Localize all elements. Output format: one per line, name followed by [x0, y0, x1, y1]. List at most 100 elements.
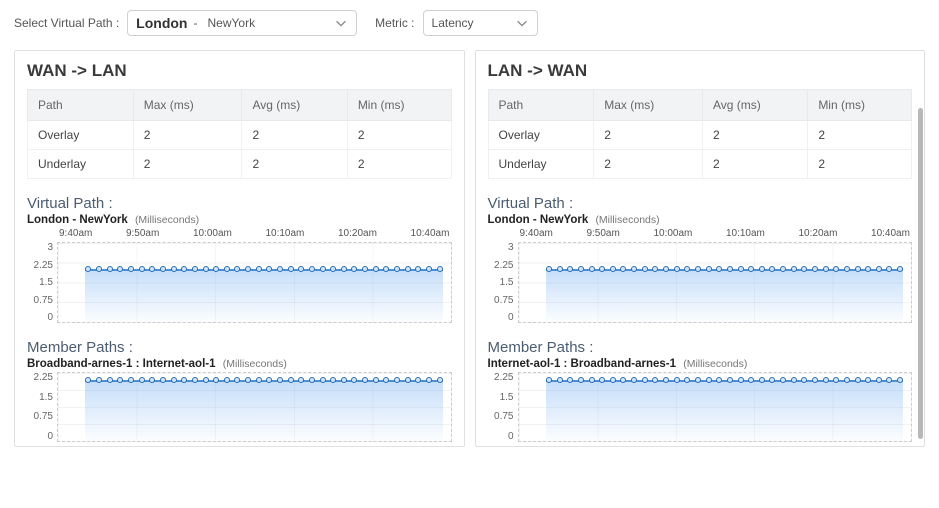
- series-marker: [277, 266, 283, 272]
- series-marker: [266, 266, 272, 272]
- series-marker: [727, 377, 733, 383]
- virtual-path-unit: (Milliseconds): [135, 214, 199, 226]
- x-tick: 10:10am: [726, 228, 765, 242]
- series-fill: [85, 380, 442, 441]
- x-tick: 9:40am: [520, 228, 553, 242]
- y-axis: 2.25 1.5 0.75 0: [27, 372, 57, 442]
- virtual-path-select[interactable]: London - NewYork: [127, 10, 357, 36]
- series-marker: [213, 266, 219, 272]
- series-marker: [578, 377, 584, 383]
- virtual-path-name: London - NewYork: [27, 214, 128, 226]
- series-marker: [876, 266, 882, 272]
- x-tick: 9:50am: [126, 228, 159, 242]
- series-marker: [181, 266, 187, 272]
- x-tick: 10:10am: [265, 228, 304, 242]
- series-marker: [383, 377, 389, 383]
- series-marker: [589, 266, 595, 272]
- member-path-sub: Internet-aol-1 : Broadband-arnes-1 (Mill…: [488, 358, 913, 370]
- cell: 2: [808, 150, 912, 179]
- series-marker: [610, 266, 616, 272]
- virtual-path-chart: 3 2.25 1.5 0.75 0 9:40am 9:50am 10:00am …: [27, 228, 452, 323]
- series-marker: [738, 377, 744, 383]
- col-path: Path: [28, 90, 134, 121]
- y-tick: 0: [508, 312, 514, 323]
- cell: 2: [347, 121, 451, 150]
- y-tick: 2.25: [494, 372, 513, 383]
- col-max: Max (ms): [594, 90, 703, 121]
- scrollbar[interactable]: [918, 108, 923, 439]
- virtual-path-unit: (Milliseconds): [595, 214, 659, 226]
- series-marker: [706, 266, 712, 272]
- series-marker: [96, 266, 102, 272]
- series-marker: [727, 266, 733, 272]
- metric-select[interactable]: Latency: [423, 10, 538, 36]
- metric-value: Latency: [432, 16, 515, 30]
- series-fill: [546, 269, 903, 322]
- member-path-name: Internet-aol-1 : Broadband-arnes-1: [488, 358, 677, 370]
- table-row: Overlay 2 2 2: [28, 121, 452, 150]
- x-tick: 10:20am: [799, 228, 838, 242]
- member-path-chart: 2.25 1.5 0.75 0: [27, 372, 452, 442]
- series-marker: [181, 377, 187, 383]
- series-marker: [823, 266, 829, 272]
- y-tick: 2.25: [494, 260, 513, 271]
- series-marker: [844, 377, 850, 383]
- y-tick: 0: [47, 431, 53, 442]
- series-marker: [695, 266, 701, 272]
- y-tick: 2.25: [34, 372, 53, 383]
- series-marker: [610, 377, 616, 383]
- y-tick: 0.75: [34, 411, 53, 422]
- plot-area[interactable]: [57, 372, 452, 442]
- col-min: Min (ms): [808, 90, 912, 121]
- series-marker: [663, 377, 669, 383]
- series-marker: [415, 377, 421, 383]
- series-marker: [663, 266, 669, 272]
- y-axis: 2.25 1.5 0.75 0: [488, 372, 518, 442]
- member-path-unit: (Milliseconds): [223, 358, 287, 370]
- series-marker: [128, 377, 134, 383]
- cell: 2: [133, 121, 242, 150]
- plot-area[interactable]: [518, 372, 913, 442]
- cell: 2: [594, 121, 703, 150]
- y-tick: 0.75: [34, 295, 53, 306]
- series-marker: [330, 377, 336, 383]
- table-row: Underlay 2 2 2: [28, 150, 452, 179]
- cell: 2: [242, 150, 347, 179]
- series-marker: [855, 266, 861, 272]
- y-tick: 1.5: [39, 277, 53, 288]
- virtual-path-name: London - NewYork: [488, 214, 589, 226]
- series-marker: [823, 377, 829, 383]
- member-paths-heading: Member Paths :: [488, 339, 913, 356]
- x-tick: 10:40am: [871, 228, 910, 242]
- x-tick: 9:40am: [59, 228, 92, 242]
- table-row: Overlay 2 2 2: [488, 121, 912, 150]
- y-tick: 2.25: [34, 260, 53, 271]
- cell: 2: [133, 150, 242, 179]
- series-marker: [791, 377, 797, 383]
- plot-area[interactable]: [57, 242, 452, 323]
- plot-area[interactable]: [518, 242, 913, 323]
- y-tick: 1.5: [500, 277, 514, 288]
- virtual-path-chart: 3 2.25 1.5 0.75 0 9:40am 9:50am 10:00am …: [488, 228, 913, 323]
- series-marker: [759, 266, 765, 272]
- series-marker: [128, 266, 134, 272]
- series-marker: [886, 266, 892, 272]
- select-path-label: Select Virtual Path :: [14, 16, 119, 30]
- series-marker: [298, 377, 304, 383]
- cell: 2: [242, 121, 347, 150]
- cell: Overlay: [28, 121, 134, 150]
- series-marker: [557, 266, 563, 272]
- y-tick: 3: [47, 242, 53, 253]
- series-fill: [85, 269, 442, 322]
- series-marker: [351, 266, 357, 272]
- virtual-path-heading: Virtual Path :: [488, 195, 913, 212]
- col-avg: Avg (ms): [242, 90, 347, 121]
- panel-title: LAN -> WAN: [488, 61, 913, 81]
- series-marker: [85, 377, 91, 383]
- series-marker: [117, 377, 123, 383]
- series-fill: [546, 380, 903, 441]
- virtual-path-heading: Virtual Path :: [27, 195, 452, 212]
- series-marker: [759, 377, 765, 383]
- table-row: Underlay 2 2 2: [488, 150, 912, 179]
- series-marker: [234, 377, 240, 383]
